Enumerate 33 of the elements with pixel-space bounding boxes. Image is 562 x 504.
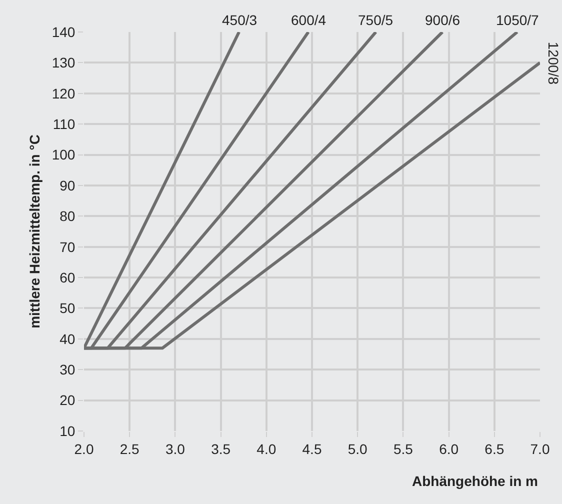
y-tick-label: 60 [60,269,76,286]
x-tick-label: 5.5 [393,440,414,457]
y-tick-label: 140 [52,24,76,40]
series-label: 600/4 [291,12,326,28]
text: 1200/8 [546,42,562,85]
series-label: 750/5 [358,12,394,28]
x-tick-label: 7.0 [530,440,550,457]
x-tick-label: 6.5 [484,440,504,457]
x-tick-label: 4.0 [256,440,276,457]
y-tick-label: 40 [60,330,76,347]
y-tick-label: 50 [60,300,76,316]
y-tick-label: 100 [52,146,76,163]
series-label: 900/6 [425,12,460,28]
y-axis-title: mittlere Heizmitteltemp. in °C [26,134,42,328]
x-tick-label: 2.5 [120,440,140,457]
y-tick-label: 10 [60,422,76,439]
x-tick-label: 2.0 [74,440,94,457]
y-tick-label: 130 [52,54,76,71]
y-tick-label: 90 [60,177,76,194]
x-tick-label: 6.0 [439,440,459,457]
series-label: 1050/7 [496,12,540,28]
x-tick-label: 5.0 [348,440,368,457]
y-tick-label: 120 [52,85,76,102]
x-tick-label: 3.0 [165,440,186,457]
y-tick-label: 110 [52,116,76,132]
y-tick-label: 80 [60,208,76,224]
y-tick-label: 30 [60,362,76,378]
y-tick-label: 20 [60,392,76,408]
x-tick-label: 3.5 [211,440,231,457]
x-tick-label: 4.5 [302,440,322,457]
y-tick-label: 70 [60,238,76,255]
series-label: 450/3 [222,12,258,28]
x-axis-title: Abhängehöhe in m [412,473,538,489]
